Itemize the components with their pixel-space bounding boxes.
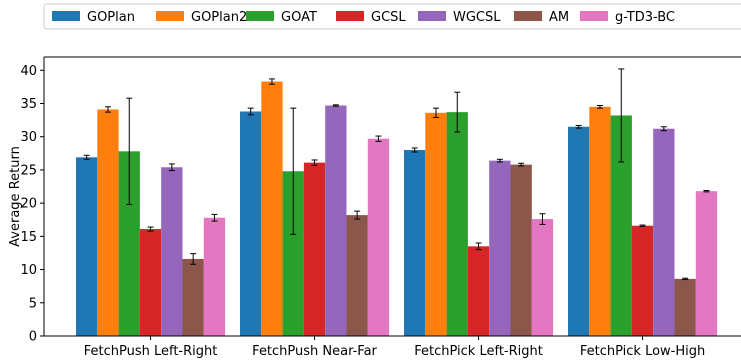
bar-g-td3-bc (367, 138, 390, 336)
legend: GOPlan GOPlan2 GOAT GCSL WGCSL AM g-TD3-BC (43, 3, 741, 30)
bar-gcsl (631, 225, 654, 336)
y-tick-label: 20 (20, 197, 37, 212)
bar-wgcsl (653, 128, 675, 336)
bar-goat (282, 171, 304, 336)
legend-swatch (246, 11, 274, 21)
legend-swatch (336, 11, 364, 21)
bar-goplan (76, 157, 98, 336)
y-tick-label: 0 (29, 330, 37, 345)
legend-frame (43, 3, 741, 30)
legend-label: GOPlan2 (191, 10, 247, 25)
bar-goat (118, 151, 140, 336)
bar-goplan (568, 126, 590, 336)
bar-wgcsl (161, 167, 183, 336)
bar-am (674, 278, 696, 336)
y-tick-label: 15 (20, 230, 37, 245)
bar-gcsl (303, 162, 326, 336)
y-axis-label: Average Return (8, 146, 23, 247)
y-tick-label: 35 (20, 97, 37, 112)
y-tick-label: 30 (20, 130, 37, 145)
x-tick-label: FetchPick Left-Right (414, 344, 543, 359)
y-tick-label: 5 (29, 296, 37, 311)
bar-am (182, 258, 204, 336)
legend-swatch (156, 11, 184, 21)
bar-goplan2 (97, 109, 119, 336)
legend-label: GOAT (281, 10, 317, 25)
bar-am (346, 215, 368, 336)
x-tick-label: FetchPick Low-High (580, 344, 705, 359)
bar-g-td3-bc (203, 217, 226, 336)
x-tick-label: FetchPush Left-Right (84, 344, 218, 359)
legend-label: g-TD3-BC (615, 10, 675, 25)
bar-goplan2 (589, 106, 611, 336)
bar-goplan (240, 111, 262, 336)
y-tick-label: 10 (20, 263, 37, 278)
bar-wgcsl (489, 160, 511, 336)
y-tick-label: 25 (20, 163, 37, 178)
legend-label: GOPlan (87, 10, 135, 25)
legend-label: AM (549, 10, 569, 25)
plot-area: 0 5 10 15 20 25 30 35 40 FetchPush Left-Right Fetc… (20, 56, 741, 359)
legend-swatch (514, 11, 542, 21)
legend-swatch (580, 11, 608, 21)
bar-goplan (404, 150, 426, 336)
bar-gcsl (139, 229, 162, 336)
legend-label: GCSL (371, 10, 406, 25)
x-tick-label: FetchPush Near-Far (252, 344, 377, 359)
bar-am (510, 164, 532, 336)
y-tick-label: 40 (20, 64, 37, 79)
legend-swatch (418, 11, 446, 21)
bar-g-td3-bc (695, 191, 718, 336)
legend-swatch (52, 11, 80, 21)
bar-goplan2 (261, 81, 283, 336)
bar-goplan2 (425, 112, 447, 336)
bar-goat (610, 115, 632, 336)
legend-label: WGCSL (453, 10, 501, 25)
bar-goat (446, 112, 468, 336)
bar-wgcsl (325, 105, 347, 336)
bar-g-td3-bc (531, 219, 554, 336)
bar-gcsl (467, 246, 490, 336)
